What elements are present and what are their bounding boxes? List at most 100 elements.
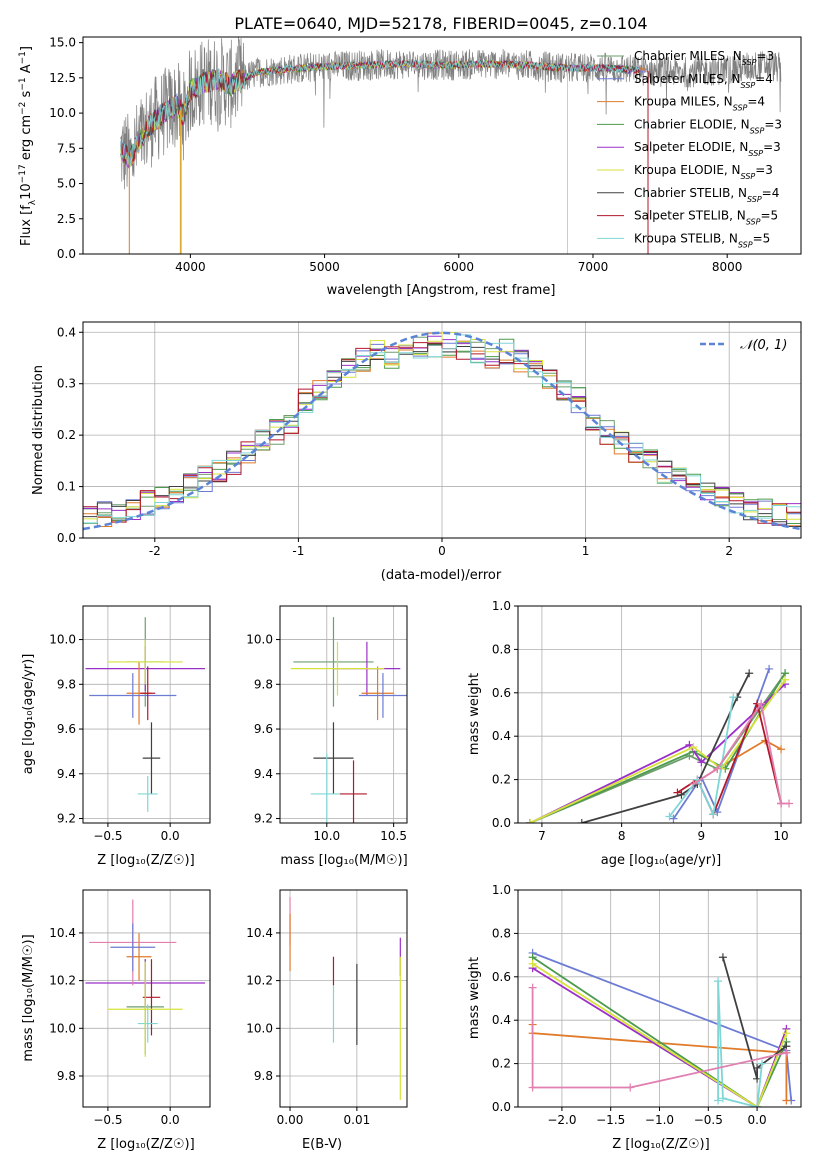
y-tick-label: 0.6 <box>492 686 511 700</box>
mass-vs-EBV-panel: 0.00 0.01 9.8 10.0 10.2 10.4 <box>246 889 408 1127</box>
data-point-marker <box>782 1096 791 1105</box>
data-point-marker <box>714 977 723 986</box>
x-tick-label: 0.0 <box>161 829 180 843</box>
axes-frame <box>517 889 802 1108</box>
data-point-marker <box>665 812 674 821</box>
observed-spectrum <box>120 37 782 190</box>
mwAge-xlabel: age [log₁₀(age/yr)] <box>601 853 722 868</box>
residuals-ylabel: Normed distribution <box>31 365 46 495</box>
x-tick-label: −1.5 <box>596 1113 625 1127</box>
legend-label: Salpeter ELODIE, NSSP=3 <box>634 140 781 158</box>
y-tick-label: 9.8 <box>57 1069 76 1083</box>
data-point-marker <box>689 743 698 752</box>
y-tick-label: 12.5 <box>49 71 76 85</box>
x-tick-label: 10 <box>773 829 788 843</box>
residual-histogram <box>83 334 801 538</box>
x-tick-label: 4000 <box>175 260 206 274</box>
legend-label: Chabrier STELIB, NSSP=4 <box>634 186 779 204</box>
y-tick-label: 10.4 <box>246 926 273 940</box>
mass-weight-vs-Z-panel: −2.0 −1.5 −1.0 −0.5 0.0 0.0 0.2 0.4 0.6 0.8 1.0 <box>492 883 802 1127</box>
axes-frame <box>517 605 802 824</box>
y-tick-label: 0.8 <box>492 642 511 656</box>
y-tick-label: 9.2 <box>57 812 76 826</box>
x-tick-label: 10.0 <box>313 829 340 843</box>
model-spectrum-line <box>120 59 641 165</box>
data-point-marker <box>782 1048 791 1057</box>
y-tick-label: 10.0 <box>49 1021 76 1035</box>
data-point-marker <box>528 983 537 992</box>
y-tick-label: 2.5 <box>57 212 76 226</box>
y-tick-label: 5.0 <box>57 177 76 191</box>
y-tick-label: 0.4 <box>492 1013 511 1027</box>
y-tick-label: 10.0 <box>246 633 273 647</box>
y-tick-label: 0.0 <box>57 247 76 261</box>
x-tick-label: −2.0 <box>547 1113 576 1127</box>
x-tick-label: 1 <box>582 544 590 558</box>
x-tick-label: 0.00 <box>277 1113 304 1127</box>
data-point-marker <box>673 788 682 797</box>
axes-frame <box>82 889 211 1108</box>
mass-weight-line <box>529 679 786 823</box>
legend-label: Kroupa MILES, NSSP=4 <box>634 95 765 113</box>
y-tick-label: 9.6 <box>254 722 273 736</box>
y-tick-label: 9.6 <box>57 722 76 736</box>
mass-weight-line <box>529 683 786 823</box>
model-spectrum-line <box>120 59 641 169</box>
axes-frame <box>279 889 408 1108</box>
x-tick-label: 7 <box>538 829 546 843</box>
data-point-marker <box>689 779 698 788</box>
data-point-marker <box>745 669 754 678</box>
mass-weight-line <box>692 701 789 805</box>
y-tick-label: 10.0 <box>49 106 76 120</box>
y-tick-label: 10.0 <box>49 633 76 647</box>
x-tick-label: −0.5 <box>694 1113 723 1127</box>
y-tick-label: 0.4 <box>57 325 76 339</box>
y-tick-label: 10.0 <box>246 1021 273 1035</box>
y-tick-label: 0.6 <box>492 970 511 984</box>
mass-weight-line <box>532 956 788 1107</box>
x-tick-label: 8000 <box>712 260 743 274</box>
x-tick-label: 0.01 <box>344 1113 371 1127</box>
y-tick-label: 0.0 <box>57 531 76 545</box>
data-point-marker <box>528 1083 537 1092</box>
x-tick-label: −0.5 <box>93 1113 122 1127</box>
y-tick-label: 0.2 <box>492 1057 511 1071</box>
x-tick-label: −0.5 <box>93 829 122 843</box>
data-point-marker <box>626 1083 635 1092</box>
mass-weight-line <box>532 963 788 1107</box>
spectrum-legend: Chabrier MILES, NSSP=3 Salpeter MILES, NS… <box>597 49 782 249</box>
x-tick-label: 0.0 <box>161 1113 180 1127</box>
y-tick-label: 1.0 <box>492 599 511 613</box>
age-vs-mass-panel: 10.0 10.5 9.2 9.4 9.6 9.8 10.0 <box>246 605 408 843</box>
mwAge-ylabel: mass weight <box>467 673 482 755</box>
axes-frame <box>279 605 408 824</box>
residuals-legend: 𝒩(0, 1) <box>700 338 787 353</box>
mass-weight-line <box>668 696 735 818</box>
data-point-marker <box>525 819 534 823</box>
legend-label: Salpeter MILES, NSSP=4 <box>634 72 773 90</box>
data-point-marker <box>718 1094 727 1103</box>
y-tick-label: 1.0 <box>492 883 511 897</box>
data-point-marker <box>713 764 722 773</box>
plot-area <box>85 617 206 812</box>
residuals-xlabel: (data-model)/error <box>381 568 502 583</box>
model-spectrum-line <box>120 58 641 165</box>
x-tick-label: 6000 <box>444 260 475 274</box>
spectrum-panel: 4000 5000 6000 7000 8000 0.0 2.5 5.0 7.5 10.0 12.5… <box>49 36 802 274</box>
y-tick-label: 9.2 <box>254 812 273 826</box>
y-tick-label: 0.2 <box>492 773 511 787</box>
y-tick-label: 0.1 <box>57 480 76 494</box>
axes-frame <box>82 321 802 539</box>
mass-weight-line <box>717 981 763 1107</box>
legend-label: Salpeter STELIB, NSSP=5 <box>634 209 778 227</box>
mass-weight-vs-age-panel: 7 8 9 10 0.0 0.2 0.4 0.6 0.8 1.0 <box>492 599 802 843</box>
gaussian-curve <box>83 331 801 531</box>
x-tick-label: 10.5 <box>380 829 407 843</box>
age-vs-Z-panel: −0.5 0.0 9.2 9.4 9.6 9.8 10.0 <box>49 605 211 843</box>
data-point-marker <box>781 675 790 684</box>
y-tick-label: 9.8 <box>254 677 273 691</box>
legend-label: Chabrier ELODIE, NSSP=3 <box>634 117 782 135</box>
y-tick-label: 0.2 <box>57 428 76 442</box>
data-point-marker <box>714 1096 723 1105</box>
